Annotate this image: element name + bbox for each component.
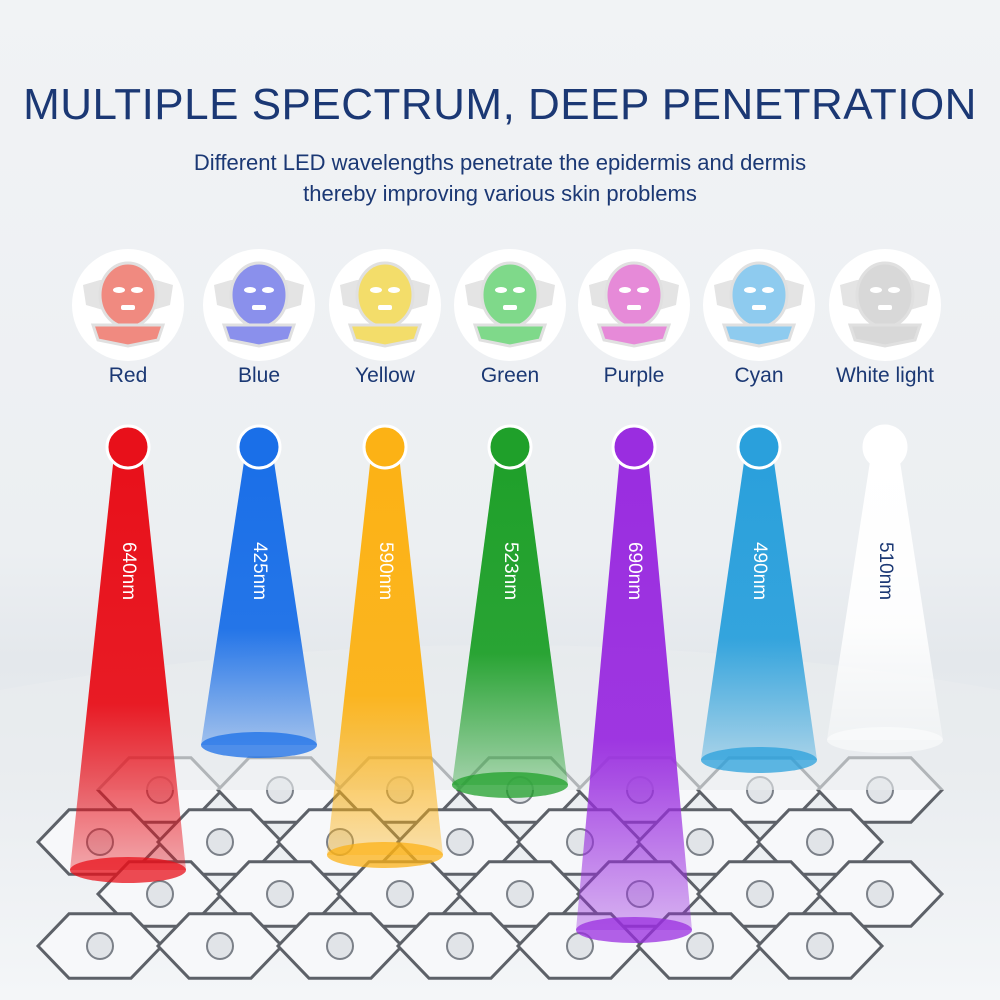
led-bead bbox=[686, 932, 714, 960]
mask-face bbox=[855, 261, 915, 329]
light-dot-red bbox=[105, 424, 151, 470]
light-dot-cyan bbox=[736, 424, 782, 470]
light-label: White light bbox=[835, 364, 935, 387]
light-beam-cyan bbox=[701, 455, 817, 760]
led-bead bbox=[86, 932, 114, 960]
light-beam-white-light bbox=[827, 455, 943, 740]
light-beam-purple bbox=[576, 455, 692, 930]
light-dot-white-light bbox=[862, 424, 908, 470]
led-bead bbox=[266, 880, 294, 908]
beam-spot bbox=[701, 747, 817, 773]
page-title: MULTIPLE SPECTRUM, DEEP PENETRATION bbox=[23, 80, 977, 129]
light-dot-blue bbox=[236, 424, 282, 470]
beam-spot bbox=[827, 727, 943, 753]
led-bead bbox=[806, 932, 834, 960]
subtitle-line-2: thereby improving various skin problems bbox=[303, 181, 697, 206]
led-bead bbox=[446, 932, 474, 960]
light-dot-purple bbox=[611, 424, 657, 470]
led-bead bbox=[686, 828, 714, 856]
beam-spot bbox=[576, 917, 692, 943]
mask-neck bbox=[90, 323, 166, 348]
light-label: Blue bbox=[237, 364, 281, 387]
light-label: Green bbox=[480, 364, 540, 387]
led-bead bbox=[386, 880, 414, 908]
light-label: Yellow bbox=[355, 364, 415, 387]
mask-face bbox=[229, 261, 289, 329]
wavelength-label: 490nm bbox=[749, 541, 770, 601]
mask-face bbox=[729, 261, 789, 329]
mask-neck bbox=[847, 323, 923, 348]
beam-spot bbox=[70, 857, 186, 883]
light-label: Red bbox=[108, 364, 148, 387]
led-bead bbox=[506, 880, 534, 908]
beam-spot bbox=[201, 732, 317, 758]
mask-neck bbox=[472, 323, 548, 348]
subtitle-line-1: Different LED wavelengths penetrate the … bbox=[193, 150, 807, 175]
mask-face bbox=[480, 261, 540, 329]
led-bead bbox=[806, 828, 834, 856]
light-beam-yellow bbox=[327, 455, 443, 855]
light-beam-blue bbox=[201, 455, 317, 745]
wavelength-label: 425nm bbox=[249, 541, 270, 601]
led-bead bbox=[146, 880, 174, 908]
led-bead bbox=[446, 828, 474, 856]
light-dot-yellow bbox=[362, 424, 408, 470]
light-dot-green bbox=[487, 424, 533, 470]
mask-neck bbox=[347, 323, 423, 348]
led-bead bbox=[866, 880, 894, 908]
led-bead bbox=[746, 880, 774, 908]
mask-neck bbox=[596, 323, 672, 348]
wavelength-label: 523nm bbox=[500, 541, 521, 601]
light-label: Cyan bbox=[734, 364, 784, 387]
mask-face bbox=[604, 261, 664, 329]
led-bead bbox=[206, 932, 234, 960]
light-beam-red bbox=[70, 455, 186, 870]
light-beam-green bbox=[452, 455, 568, 785]
wavelength-label: 590nm bbox=[375, 541, 396, 601]
beam-spot bbox=[452, 772, 568, 798]
wavelength-label: 640nm bbox=[118, 541, 139, 601]
mask-neck bbox=[721, 323, 797, 348]
light-label: Purple bbox=[603, 364, 665, 387]
wavelength-label: 510nm bbox=[875, 541, 896, 601]
mask-face bbox=[98, 261, 158, 329]
wavelength-label: 690nm bbox=[624, 541, 645, 601]
mask-neck bbox=[221, 323, 297, 348]
mask-face bbox=[355, 261, 415, 329]
led-bead bbox=[326, 932, 354, 960]
beam-spot bbox=[327, 842, 443, 868]
led-bead bbox=[206, 828, 234, 856]
